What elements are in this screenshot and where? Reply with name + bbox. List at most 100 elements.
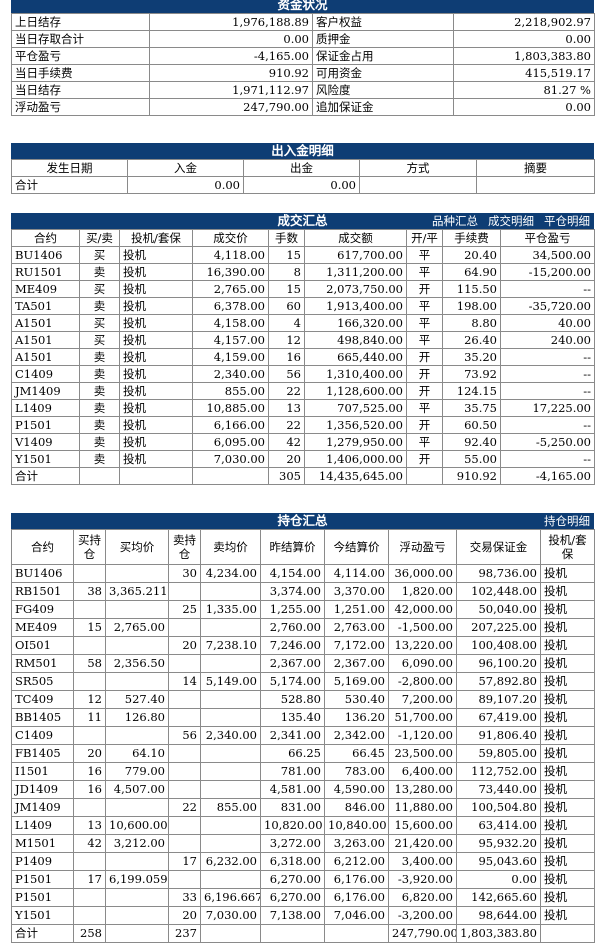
table-cell: 21,420.00 [388,834,457,853]
table-cell: 3,365.211 [105,582,169,601]
table-cell: 追加保证金 [312,98,454,116]
positions-row: OI501 20 7,238.10 7,246.00 7,172.00 13,220.00… [11,636,595,655]
table-cell: 开/平 [406,229,443,247]
table-cell: 2,367.00 [324,654,389,673]
table-cell: 0.00 [243,176,360,194]
trades-row: C1409 卖投机 2,340.00 56 1,310,400.00 开 73.92 -- [11,365,595,383]
table-cell: 10,840.00 [324,816,389,835]
table-cell: P1501 [11,416,80,434]
table-cell: 20 [73,744,106,763]
table-cell [168,708,201,727]
table-cell: 89,107.20 [456,690,541,709]
table-cell: FG409 [11,600,74,619]
trades-title: 成交汇总 [277,213,328,228]
trades-row: A1501 买投机 4,158.00 4 166,320.00 平 8.80 40.00 [11,314,595,332]
table-cell: 56 [268,365,305,383]
link-1[interactable]: 成交明细 [488,214,534,228]
table-cell: 707,525.00 [304,399,407,417]
table-cell: 95,932.20 [456,834,541,853]
table-cell: 4,154.00 [260,564,325,583]
table-cell: 22 [268,382,305,400]
table-cell: 102,448.00 [456,582,541,601]
table-cell: 92.40 [442,433,501,451]
table-cell: 4,158.00 [192,314,269,332]
table-cell [168,618,201,637]
table-cell: 卖 [79,297,120,315]
table-cell: -3,920.00 [388,870,457,889]
table-cell [168,744,201,763]
table-cell: BB1405 [11,708,74,727]
table-cell [73,726,106,745]
table-cell: 投机 [540,888,595,907]
table-cell: 14 [168,672,201,691]
trades-row: P1501 卖投机 6,166.00 22 1,356,520.00 开 60.50 -- [11,416,595,434]
table-cell: JM1409 [11,798,74,817]
table-cell: 6,820.00 [388,888,457,907]
table-cell: 207,225.00 [456,618,541,637]
table-cell [200,708,261,727]
table-cell: 6,378.00 [192,297,269,315]
table-cell: 成交额 [304,229,407,247]
table-cell: 入金 [127,159,244,177]
table-cell: 4,157.00 [192,331,269,349]
table-cell: 2,765.00 [192,280,269,298]
table-cell: P1501 [11,888,74,907]
table-cell: 客户权益 [312,13,454,31]
table-cell: 64.90 [442,263,501,281]
positions-links: 持仓明细 [534,513,590,529]
table-cell: 63,414.00 [456,816,541,835]
table-cell: 36,000.00 [388,564,457,583]
table-cell: 3,400.00 [388,852,457,871]
table-cell: SR505 [11,672,74,691]
table-cell: 平 [406,331,443,349]
table-cell: 0.00 [453,30,595,48]
table-cell: 上日结存 [11,13,150,31]
link-2[interactable]: 平仓明细 [544,214,590,228]
table-cell [200,834,261,853]
table-cell [105,564,169,583]
table-cell: 开 [406,450,443,468]
table-cell: 910.92 [149,64,313,82]
positions-row: JM1409 22 855.00 831.00 846.00 11,880.00 100,5… [11,798,595,817]
table-cell [105,888,169,907]
table-cell: 投机 [119,280,193,298]
table-cell: -1,500.00 [388,618,457,637]
table-cell: 1,356,520.00 [304,416,407,434]
table-cell: Y1501 [11,906,74,925]
table-cell: C1409 [11,365,80,383]
table-cell: 4,507.00 [105,780,169,799]
cashflow-section: 出入金明细 发生日期 入金 出金 方式 摘要 合计 0.00 0.00 [11,143,595,194]
table-cell: 17 [73,870,106,889]
table-cell [200,690,261,709]
cashflow-total-row: 合计 0.00 0.00 [11,176,595,194]
positions-row: BU1406 30 4,234.00 4,154.00 4,114.00 36,000.0… [11,564,595,583]
table-cell [73,888,106,907]
table-cell [476,176,595,194]
trades-row: ME409 买投机 2,765.00 15 2,073,750.00 开 115.50 -- [11,280,595,298]
table-cell: 投机 [540,906,595,925]
table-cell: 2,342.00 [324,726,389,745]
table-cell: 30 [168,564,201,583]
table-cell: 1,976,188.89 [149,13,313,31]
table-cell [119,467,193,485]
table-cell: 34,500.00 [500,246,595,264]
table-cell: -35,720.00 [500,297,595,315]
funds-row: 平仓盈亏 -4,165.00 保证金占用 1,803,383.80 [11,47,595,65]
positions-table: 合约 买持仓 买均价 卖持仓 卖均价 昨结算价 今结算价 浮动盈亏 交易保证金 投机/套保 BU14… [11,529,595,943]
table-cell: 1,255.00 [260,600,325,619]
link-0[interactable]: 品种汇总 [432,214,478,228]
positions-row: C1409 56 2,340.00 2,341.00 2,342.00 -1,120.00… [11,726,595,745]
table-cell: TC409 [11,690,74,709]
cashflow-table: 发生日期 入金 出金 方式 摘要 合计 0.00 0.00 [11,159,595,194]
table-cell: 手续费 [442,229,501,247]
table-cell: 保证金占用 [312,47,454,65]
table-cell: -- [500,416,595,434]
table-cell: 7,030.00 [200,906,261,925]
table-cell: 投机 [540,870,595,889]
table-cell: 方式 [359,159,477,177]
table-cell: Y1501 [11,450,80,468]
table-cell: 22 [168,798,201,817]
link-0[interactable]: 持仓明细 [544,514,590,528]
table-cell: 手数 [268,229,305,247]
trades-row: BU1406 买投机 4,118.00 15 617,700.00 平 20.40 34,50… [11,246,595,264]
